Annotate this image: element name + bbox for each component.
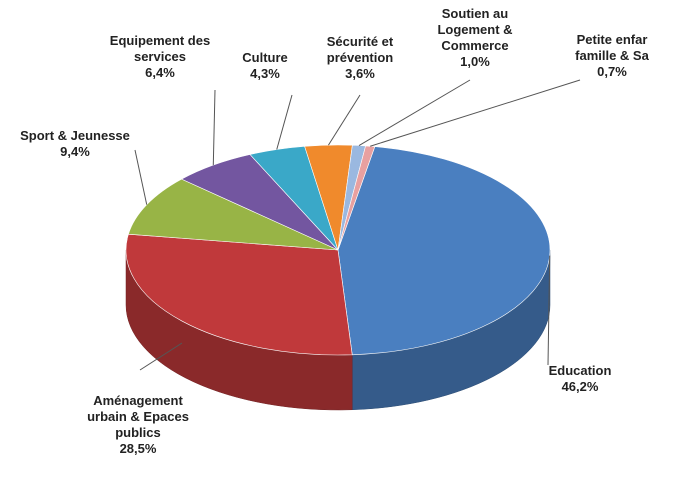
- label-line: Education: [549, 363, 612, 378]
- leader-line: [212, 89, 216, 166]
- label-line: Commerce: [441, 38, 508, 53]
- label-line: publics: [115, 425, 161, 440]
- label-line: Soutien au: [442, 6, 509, 21]
- slice-label: Equipement des services: [110, 33, 210, 64]
- label-line: Culture: [242, 50, 288, 65]
- label-line: famille & Sa: [575, 48, 649, 63]
- leader-line: [139, 342, 183, 371]
- label-line: urbain & Epaces: [87, 409, 189, 424]
- label-line: services: [134, 49, 186, 64]
- value-label: 46,2%: [562, 379, 599, 394]
- leader-line: [547, 255, 551, 366]
- label-line: Sécurité et: [327, 34, 394, 49]
- leader-line: [134, 149, 148, 205]
- leader-line: [370, 79, 581, 147]
- leader-line: [328, 94, 361, 146]
- slice-label: Sport & Jeunesse: [20, 128, 130, 143]
- label-line: prévention: [327, 50, 394, 65]
- value-label: 6,4%: [145, 65, 175, 80]
- label-line: Petite enfar: [577, 32, 648, 47]
- leader-line: [276, 94, 293, 150]
- label-line: Sport & Jeunesse: [20, 128, 130, 143]
- slice: [337, 146, 551, 356]
- value-label: 0,7%: [597, 64, 627, 79]
- slice-label: Soutien au Logement & Commerce: [437, 6, 512, 53]
- value-label: 9,4%: [60, 144, 90, 159]
- slice: [128, 178, 339, 251]
- slice-label: Culture: [242, 50, 288, 65]
- value-label: 1,0%: [460, 54, 490, 69]
- label-line: Aménagement: [93, 393, 183, 408]
- slice: [125, 233, 353, 356]
- label-line: Logement &: [437, 22, 512, 37]
- value-label: 4,3%: [250, 66, 280, 81]
- leader-line: [358, 79, 471, 146]
- slice-label: Sécurité et prévention: [327, 34, 394, 65]
- slice-label: Education: [549, 363, 612, 378]
- slice-label: Petite enfar famille & Sa: [575, 32, 649, 63]
- slice: [337, 145, 376, 251]
- value-label: 28,5%: [120, 441, 157, 456]
- value-label: 3,6%: [345, 66, 375, 81]
- slice-label: Aménagement urbain & Epaces publics: [87, 393, 189, 440]
- label-line: Equipement des: [110, 33, 210, 48]
